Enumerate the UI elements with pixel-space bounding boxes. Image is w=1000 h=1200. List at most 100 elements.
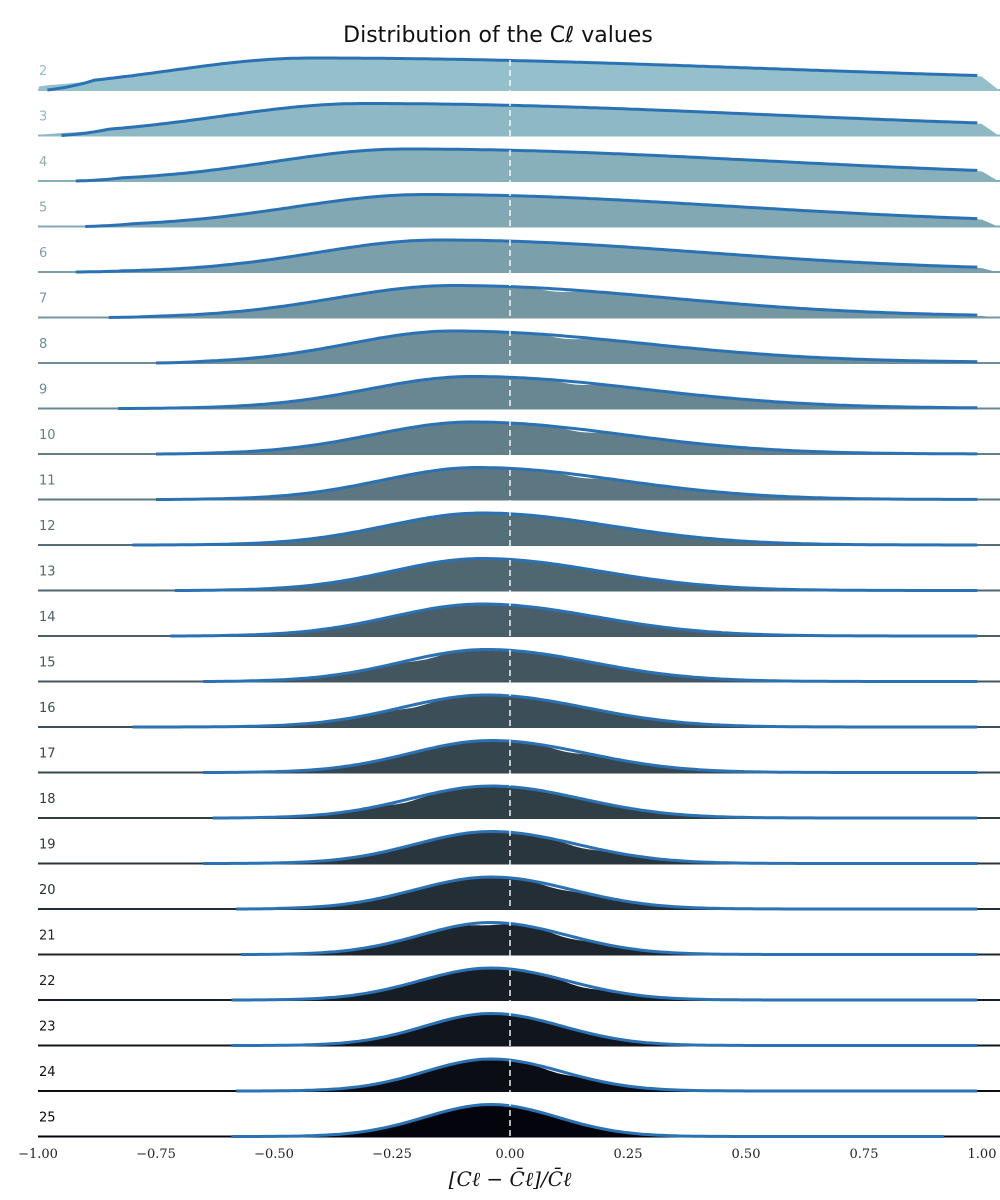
ridge-row-24 (0, 1057, 1000, 1093)
ridge-fill-6 (0, 239, 1000, 273)
x-tick-label: −0.25 (372, 1147, 412, 1162)
ridge-fill-10 (0, 421, 1000, 455)
ridge-fit-curve-2 (47, 56, 978, 92)
row-label-21: 21 (39, 929, 56, 944)
row-label-24: 24 (39, 1065, 56, 1080)
row-label-13: 13 (39, 565, 56, 580)
x-tick-label: 1.00 (968, 1147, 997, 1162)
ridge-fill-12 (0, 512, 1000, 546)
ridge-row-2 (0, 56, 1000, 92)
ridge-row-25 (0, 1102, 1000, 1138)
ridge-fill-7 (0, 284, 1000, 319)
ridge-fill-18 (0, 785, 1000, 819)
ridge-fit-curve-9 (118, 375, 978, 410)
row-label-9: 9 (39, 383, 47, 398)
ridge-fit-curve-11 (156, 466, 978, 501)
row-label-6: 6 (39, 246, 47, 261)
ridge-fit-curve-23 (231, 1011, 978, 1047)
ridge-fit-curve-15 (203, 648, 978, 683)
ridge-fit-curve-6 (75, 238, 978, 274)
ridge-fit-curve-13 (174, 557, 978, 592)
row-label-15: 15 (39, 656, 56, 671)
ridge-fill-13 (0, 557, 1000, 592)
ridge-fill-23 (0, 1012, 1000, 1047)
ridge-row-19 (0, 830, 1000, 865)
ridge-fit-curve-19 (203, 830, 978, 865)
ridge-row-20 (0, 875, 1000, 911)
x-tick-label: −1.00 (18, 1147, 58, 1162)
row-label-14: 14 (39, 610, 56, 625)
ridge-fit-curve-25 (231, 1102, 945, 1138)
ridge-fit-curve-12 (132, 511, 978, 547)
ridge-row-22 (0, 966, 1000, 1002)
x-ticks-group: −1.00 −0.75 −0.50 −0.25 0.00 0.25 0.50 0.75 1.00 (18, 1147, 996, 1162)
ridge-row-21 (0, 920, 1000, 956)
row-label-7: 7 (39, 292, 47, 307)
ridge-fit-curve-7 (108, 284, 978, 319)
ridge-row-18 (0, 784, 1000, 820)
ridge-fill-15 (0, 648, 1000, 683)
row-label-5: 5 (39, 201, 47, 216)
ridge-fit-curve-14 (170, 602, 978, 638)
x-tick-label: −0.75 (136, 1147, 176, 1162)
ridge-row-13 (0, 557, 1000, 592)
ridge-fill-24 (0, 1058, 1000, 1092)
row-label-20: 20 (39, 883, 56, 898)
ridge-fit-curve-5 (85, 193, 978, 228)
row-label-23: 23 (39, 1020, 56, 1035)
ridge-fill-20 (0, 876, 1000, 910)
ridge-row-17 (0, 739, 1000, 774)
chart-title: Distribution of the Cℓ values (343, 23, 653, 48)
ridge-fill-11 (0, 466, 1000, 501)
x-tick-label: 0.50 (732, 1147, 761, 1162)
ridge-fill-22 (0, 966, 1000, 1001)
ridge-row-7 (0, 284, 1000, 319)
ridge-fit-curve-4 (75, 147, 978, 183)
ridge-row-12 (0, 511, 1000, 547)
ridge-row-23 (0, 1011, 1000, 1047)
row-label-8: 8 (39, 337, 47, 352)
ridge-fit-curve-24 (236, 1057, 978, 1093)
row-label-18: 18 (39, 792, 56, 807)
ridge-fill-21 (0, 922, 1000, 956)
ridge-row-14 (0, 602, 1000, 638)
ridge-row-9 (0, 375, 1000, 410)
ridge-row-3 (0, 102, 1000, 137)
x-tick-label: 0.00 (496, 1147, 525, 1162)
ridge-row-8 (0, 329, 1000, 365)
ridge-fill-14 (0, 603, 1000, 637)
ridge-row-11 (0, 466, 1000, 501)
ridge-fit-curve-16 (132, 693, 978, 729)
ridge-row-6 (0, 238, 1000, 274)
row-label-17: 17 (39, 747, 56, 762)
ridge-fit-curve-3 (61, 102, 978, 137)
ridge-row-16 (0, 693, 1000, 729)
row-label-22: 22 (39, 974, 56, 989)
row-label-2: 2 (39, 64, 47, 79)
ridge-fill-25 (0, 1102, 1000, 1138)
ridge-fit-curve-21 (241, 920, 978, 956)
ridge-fit-curve-8 (155, 329, 978, 365)
ridge-fill-9 (0, 375, 1000, 410)
x-tick-label: 0.75 (850, 1147, 879, 1162)
ridge-row-5 (0, 193, 1000, 228)
x-tick-label: 0.25 (614, 1147, 643, 1162)
row-label-3: 3 (39, 110, 47, 125)
ridge-fill-17 (0, 739, 1000, 774)
row-label-11: 11 (39, 474, 56, 489)
row-label-25: 25 (39, 1111, 56, 1126)
ridge-fill-16 (0, 694, 1000, 728)
row-label-10: 10 (39, 428, 56, 443)
row-label-4: 4 (39, 155, 47, 170)
ridge-fit-curve-20 (236, 875, 978, 911)
row-label-19: 19 (39, 838, 56, 853)
ridge-row-4 (0, 147, 1000, 183)
ridges-group (0, 56, 1000, 1138)
ridge-row-15 (0, 648, 1000, 683)
ridge-fit-curve-10 (156, 420, 978, 456)
x-axis-label: [Cℓ − C̄ℓ]/C̄ℓ (449, 1166, 572, 1191)
ridge-fit-curve-18 (212, 784, 978, 820)
ridge-fit-curve-22 (231, 966, 978, 1002)
